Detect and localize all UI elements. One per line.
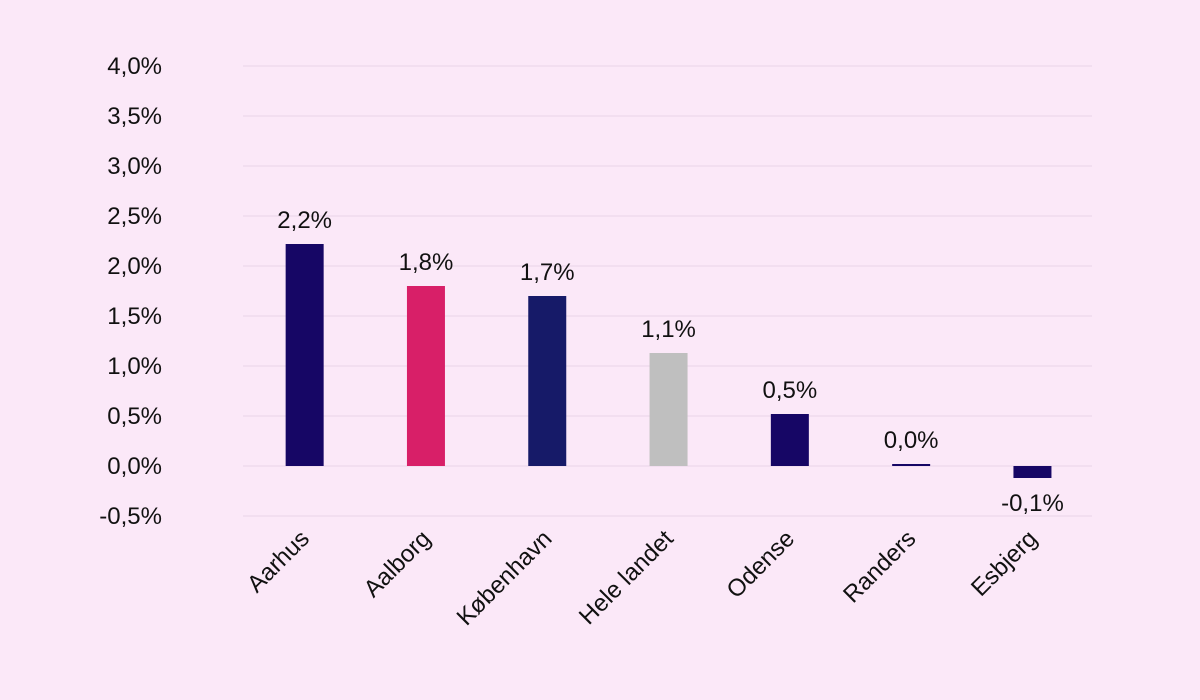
y-tick-label: -0,5% xyxy=(99,503,162,530)
bar-randers xyxy=(892,464,931,466)
data-label: 0,5% xyxy=(762,377,817,404)
category-labels: Aarhus Aalborg København Hele landet Odense R… xyxy=(242,525,1043,631)
category-label: Hele landet xyxy=(574,525,679,630)
category-label: Aarhus xyxy=(242,525,315,598)
y-tick-label: 1,5% xyxy=(107,303,162,330)
data-label: 1,8% xyxy=(399,249,454,276)
bars xyxy=(285,244,1052,478)
bar-københavn xyxy=(528,296,567,466)
category-label: Randers xyxy=(838,525,921,608)
data-label: 2,2% xyxy=(277,207,332,234)
data-label: -0,1% xyxy=(1001,490,1064,517)
y-tick-label: 3,0% xyxy=(107,153,162,180)
y-tick-label: 0,5% xyxy=(107,403,162,430)
bar-odense xyxy=(770,414,809,466)
bar-aalborg xyxy=(406,286,445,466)
data-label: 1,7% xyxy=(520,259,575,286)
category-label: Odense xyxy=(722,525,801,604)
y-tick-label: 0,0% xyxy=(107,453,162,480)
y-tick-label: 3,5% xyxy=(107,103,162,130)
category-label: Esbjerg xyxy=(966,525,1043,602)
gridlines xyxy=(243,65,1092,517)
bar-hele-landet xyxy=(649,353,688,466)
y-tick-label: 1,0% xyxy=(107,353,162,380)
y-axis-tick-labels: -0,5% 0,0% 0,5% 1,0% 1,5% 2,0% 2,5% 3,0% 3,5% 4,0… xyxy=(99,53,162,530)
data-labels: 2,2% 1,8% 1,7% 1,1% 0,5% 0,0% -0,1% xyxy=(277,207,1064,517)
category-label: København xyxy=(452,525,558,631)
y-tick-label: 2,5% xyxy=(107,203,162,230)
data-label: 0,0% xyxy=(884,427,939,454)
category-label: Aalborg xyxy=(359,525,437,603)
y-tick-label: 4,0% xyxy=(107,53,162,80)
bar-esbjerg xyxy=(1013,466,1052,478)
data-label: 1,1% xyxy=(641,316,696,343)
bar-aarhus xyxy=(285,244,324,466)
y-tick-label: 2,0% xyxy=(107,253,162,280)
